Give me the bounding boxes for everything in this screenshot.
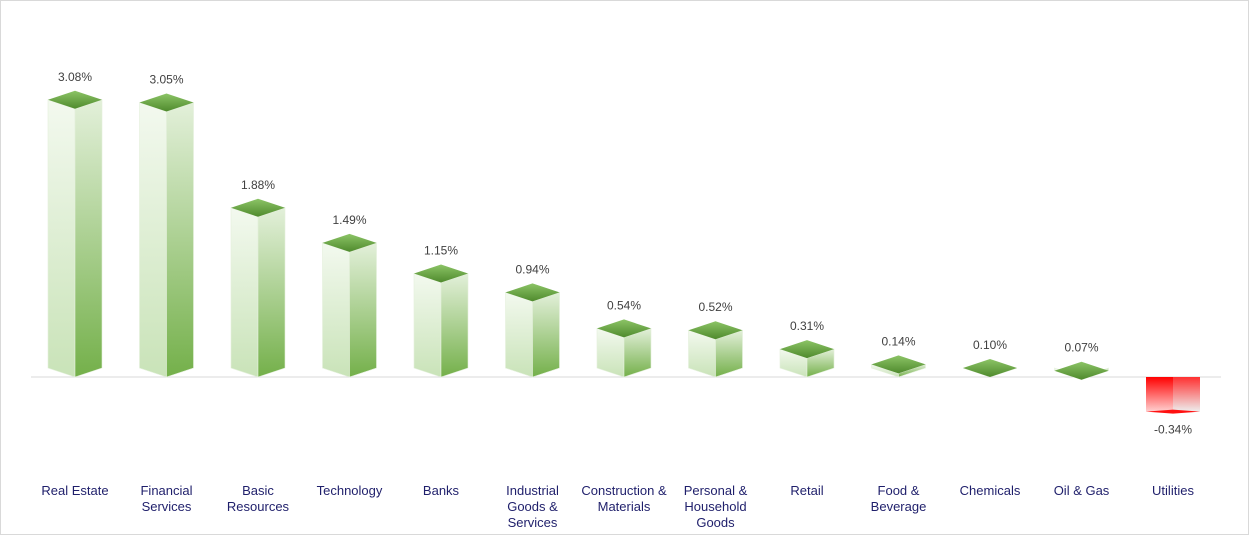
category-label: Oil & Gas: [1054, 483, 1110, 498]
data-label: 0.54%: [607, 298, 641, 312]
data-label: -0.34%: [1154, 423, 1192, 437]
bar-top-face: [231, 198, 285, 217]
category-label: Services: [508, 515, 558, 530]
bar-left-face: [413, 273, 442, 378]
data-label: 0.31%: [790, 319, 824, 333]
bar-right-face: [349, 242, 377, 378]
category-label: Resources: [227, 499, 290, 514]
data-label: 0.94%: [515, 262, 549, 276]
bar-left-face: [47, 99, 76, 378]
bar-top-face: [963, 359, 1017, 377]
category-label: Beverage: [871, 499, 927, 514]
bar-left-face: [230, 207, 259, 378]
category-label: Real Estate: [41, 483, 108, 498]
bar-right-face: [440, 273, 469, 378]
category-label: Goods: [696, 515, 735, 530]
bar-top-face: [139, 93, 194, 112]
category-label: Materials: [598, 499, 651, 514]
bar-left-face: [1146, 377, 1173, 412]
bar-top-face: [505, 283, 560, 302]
bar-right-face: [166, 102, 194, 378]
category-label: Utilities: [1152, 483, 1194, 498]
bar-top-face: [871, 355, 926, 374]
category-label: Technology: [317, 483, 383, 498]
bar-right-face: [532, 291, 560, 378]
bar-left-face: [505, 291, 533, 378]
category-label: Household: [684, 499, 746, 514]
category-label: Retail: [790, 483, 823, 498]
category-label: Personal &: [684, 483, 748, 498]
bar-top-face: [780, 340, 834, 359]
category-label: Construction &: [581, 483, 667, 498]
data-label: 0.07%: [1064, 341, 1098, 355]
data-label: 0.10%: [973, 338, 1007, 352]
category-label: Basic: [242, 483, 274, 498]
category-label: Chemicals: [960, 483, 1021, 498]
bar-left-face: [322, 242, 350, 378]
data-label: 3.08%: [58, 70, 92, 84]
bar-top-face: [322, 233, 377, 252]
bar-top-face: [688, 321, 743, 340]
category-label: Services: [142, 499, 192, 514]
bar-left-face: [139, 102, 167, 378]
data-label: 0.52%: [698, 300, 732, 314]
bar-right-face: [257, 207, 286, 378]
category-label: Banks: [423, 483, 460, 498]
category-label: Financial: [140, 483, 192, 498]
bar-top-face: [48, 90, 102, 109]
data-label: 1.88%: [241, 178, 275, 192]
bar-right-face: [74, 99, 103, 378]
bar-right-face: [1173, 377, 1200, 412]
data-label: 1.49%: [332, 213, 366, 227]
category-label: Food &: [878, 483, 920, 498]
data-label: 3.05%: [149, 73, 183, 87]
category-label: Goods &: [507, 499, 558, 514]
bar-top-face: [414, 264, 468, 283]
data-label: 1.15%: [424, 244, 458, 258]
data-label: 0.14%: [881, 334, 915, 348]
bar-bottom-face: [1146, 409, 1200, 414]
bar-top-face: [1054, 361, 1109, 380]
category-label: Industrial: [506, 483, 559, 498]
bar-top-face: [597, 319, 651, 338]
